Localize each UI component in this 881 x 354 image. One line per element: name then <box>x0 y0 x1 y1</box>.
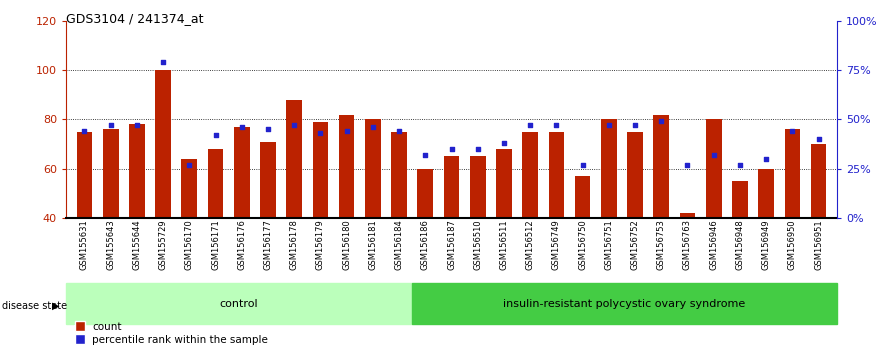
Text: ▶: ▶ <box>52 301 60 311</box>
Bar <box>496 149 512 218</box>
Legend: count, percentile rank within the sample: count, percentile rank within the sample <box>71 317 272 349</box>
Bar <box>811 144 826 218</box>
Bar <box>208 149 224 218</box>
Point <box>523 122 537 128</box>
Point <box>602 122 616 128</box>
Point <box>550 122 564 128</box>
Point <box>392 129 406 134</box>
Point <box>261 126 275 132</box>
Bar <box>679 213 695 218</box>
Point <box>811 136 825 142</box>
Text: insulin-resistant polycystic ovary syndrome: insulin-resistant polycystic ovary syndr… <box>503 298 745 309</box>
Bar <box>444 156 459 218</box>
Bar <box>339 115 354 218</box>
Bar <box>233 127 249 218</box>
Bar <box>574 176 590 218</box>
Point <box>759 156 774 161</box>
Point <box>130 122 144 128</box>
Bar <box>77 132 93 218</box>
Point <box>707 152 721 158</box>
Point <box>78 129 92 134</box>
Point <box>497 140 511 146</box>
Point <box>444 146 458 152</box>
Bar <box>418 169 433 218</box>
Bar <box>129 124 144 218</box>
Bar <box>470 156 485 218</box>
Point <box>234 125 248 130</box>
Bar <box>654 115 670 218</box>
Bar <box>365 119 381 218</box>
Bar <box>286 100 302 218</box>
Bar <box>601 119 617 218</box>
Bar <box>66 283 412 324</box>
Bar <box>522 132 538 218</box>
Point <box>209 132 223 138</box>
Point <box>680 162 694 167</box>
Bar <box>313 122 329 218</box>
Point <box>156 60 170 65</box>
Bar <box>391 132 407 218</box>
Text: disease state: disease state <box>2 301 67 311</box>
Bar <box>759 169 774 218</box>
Bar <box>155 70 171 218</box>
Point <box>655 119 669 124</box>
Point <box>182 162 196 167</box>
Point <box>104 122 118 128</box>
Point <box>575 162 589 167</box>
Point <box>314 130 328 136</box>
Point <box>733 162 747 167</box>
Point <box>287 122 301 128</box>
Point <box>470 146 485 152</box>
Point <box>339 129 353 134</box>
Point <box>628 122 642 128</box>
Bar <box>549 132 564 218</box>
Bar <box>706 119 722 218</box>
Text: GDS3104 / 241374_at: GDS3104 / 241374_at <box>66 12 204 25</box>
Bar <box>103 129 119 218</box>
Bar <box>181 159 197 218</box>
Bar <box>784 129 800 218</box>
Point <box>418 152 433 158</box>
Point <box>366 125 380 130</box>
Bar <box>627 132 643 218</box>
Bar <box>732 181 748 218</box>
Bar <box>260 142 276 218</box>
Bar <box>412 283 837 324</box>
Text: control: control <box>220 298 258 309</box>
Point <box>785 129 799 134</box>
